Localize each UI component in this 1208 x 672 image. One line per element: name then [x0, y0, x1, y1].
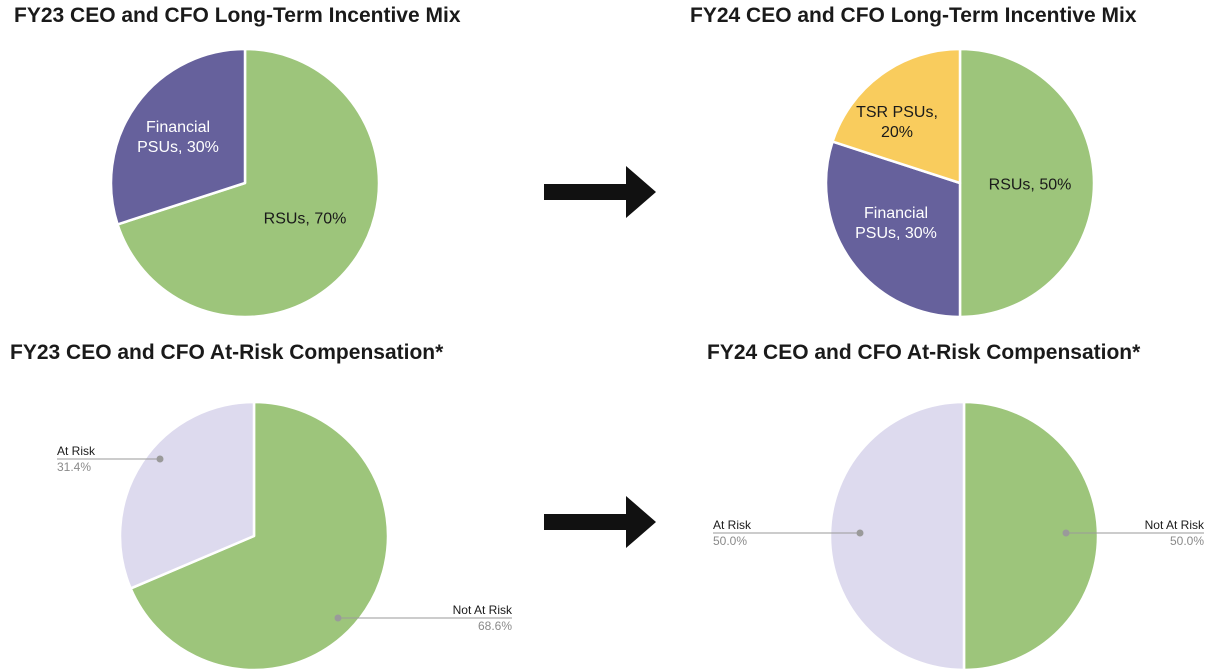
callout-dot: [334, 614, 342, 622]
pie-chart-3: Not At Risk 68.6% At Risk 31.4%: [57, 400, 513, 672]
pie-slice-at-risk: [828, 400, 966, 672]
pie-chart-4: Not At Risk 50.0% At Risk 50.0%: [713, 400, 1205, 672]
transition-arrow-icon: [544, 496, 656, 548]
slice-label: TSR PSUs, 20%: [856, 104, 938, 141]
slice-label: RSUs, 50%: [989, 177, 1072, 194]
chart-title-fy24-ltim: FY24 CEO and CFO Long-Term Incentive Mix: [690, 4, 1137, 27]
pie-chart-1: RSUs, 70% Financial PSUs, 30%: [109, 47, 381, 319]
callout-value-label: 50.0%: [713, 534, 747, 548]
callout-value-label: 31.4%: [57, 460, 91, 474]
callout-name-label: At Risk: [713, 518, 752, 532]
chart-title-fy24-at-risk: FY24 CEO and CFO At-Risk Compensation*: [707, 341, 1141, 364]
slice-label: Financial PSUs, 30%: [855, 205, 937, 242]
pie-slice-not-at-risk: [962, 400, 1100, 672]
slice-label: RSUs, 70%: [264, 211, 347, 228]
pie-slice-tsr-psus: [831, 47, 962, 185]
callout-dot: [1062, 529, 1070, 537]
pie-chart-2: RSUs, 50% Financial PSUs, 30% TSR PSUs, 20%: [824, 47, 1096, 319]
pie-slice-financial-psus: [109, 47, 247, 226]
callout-name-label: Not At Risk: [1145, 518, 1205, 532]
callout-name-label: At Risk: [57, 444, 96, 458]
callout-name-label: Not At Risk: [453, 603, 513, 617]
pie-slice-financial-psus: [824, 140, 962, 319]
callout-dot: [156, 455, 164, 463]
transition-arrow-icon: [544, 166, 656, 218]
callout-value-label: 50.0%: [1170, 534, 1204, 548]
chart-title-fy23-at-risk: FY23 CEO and CFO At-Risk Compensation*: [10, 341, 444, 364]
pie-slice-not-at-risk: [129, 400, 390, 672]
pie-slice-rsus: [116, 47, 381, 319]
slice-label: Financial PSUs, 30%: [137, 119, 219, 156]
callout-dot: [856, 529, 864, 537]
chart-title-fy23-ltim: FY23 CEO and CFO Long-Term Incentive Mix: [14, 4, 461, 27]
callout-value-label: 68.6%: [478, 619, 512, 633]
pie-slice-rsus: [958, 47, 1096, 319]
pie-slice-at-risk: [118, 400, 256, 590]
